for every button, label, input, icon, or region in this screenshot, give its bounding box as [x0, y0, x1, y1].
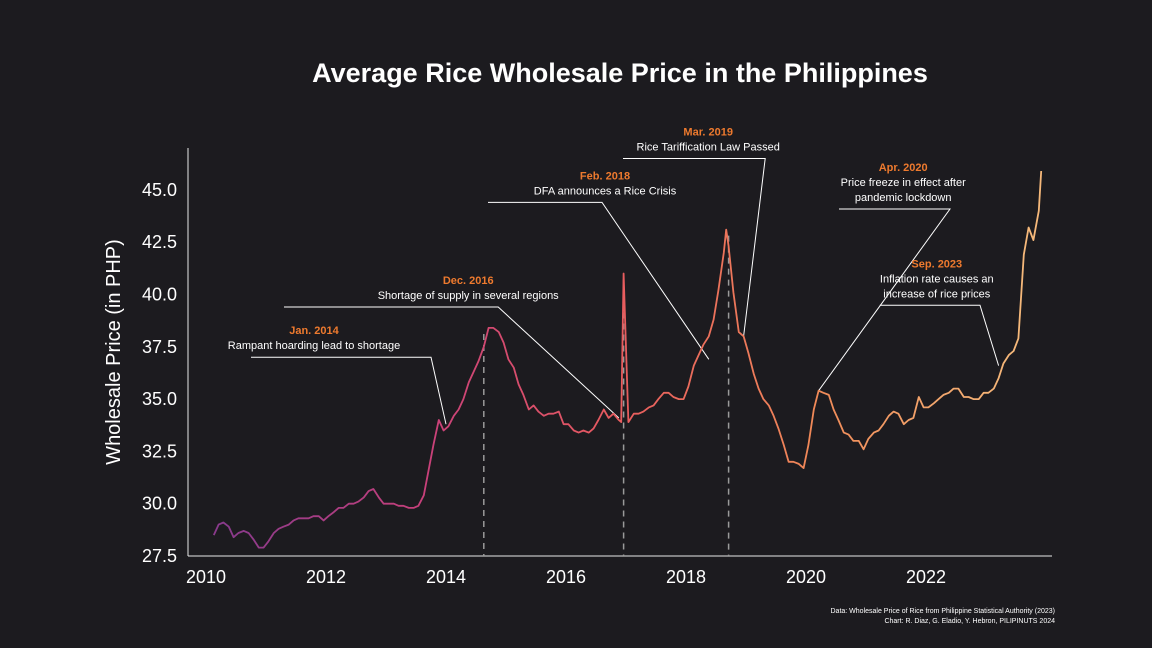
annotation-date: Dec. 2016 — [443, 275, 494, 287]
price-line — [212, 170, 1043, 549]
annotation-leader-line — [818, 208, 951, 392]
chart-author-credit: Chart: R. Diaz, G. Eladio, Y. Hebron, PI… — [884, 618, 1055, 625]
annotation-text: Rampant hoarding lead to shortage — [228, 340, 400, 352]
annotation-leader-line — [488, 201, 710, 360]
data-source-credit: Data: Wholesale Price of Rice from Phili… — [831, 608, 1056, 615]
annotation-leader-line — [251, 356, 447, 425]
x-tick-label: 2020 — [786, 567, 826, 587]
annotation-text: Price freeze in effect after — [841, 177, 966, 189]
x-tick-label: 2018 — [666, 567, 706, 587]
annotation-leader-line — [623, 157, 766, 337]
annotation-text: pandemic lockdown — [855, 192, 952, 204]
annotation-text: Rice Tariffication Law Passed — [637, 141, 780, 153]
y-tick-label: 42.5 — [142, 232, 177, 252]
x-tick-label: 2014 — [426, 567, 466, 587]
chart-title: Average Rice Wholesale Price in the Phil… — [312, 58, 928, 88]
annotation-date: Apr. 2020 — [879, 162, 928, 174]
y-tick-label: 32.5 — [142, 441, 177, 461]
annotation-text: DFA announces a Rice Crisis — [534, 185, 677, 197]
x-tick-label: 2012 — [306, 567, 346, 587]
x-tick-label: 2010 — [186, 567, 226, 587]
y-tick-label: 40.0 — [142, 284, 177, 304]
y-tick-label: 30.0 — [142, 494, 177, 514]
y-axis-label: Wholesale Price (in PHP) — [103, 239, 125, 465]
annotation-leader-line — [284, 306, 620, 419]
y-tick-label: 35.0 — [142, 389, 177, 409]
x-tick-label: 2022 — [906, 567, 946, 587]
x-tick-label: 2016 — [546, 567, 586, 587]
annotation-text: Inflation rate causes an — [880, 273, 994, 285]
annotation-date: Mar. 2019 — [683, 126, 733, 138]
y-tick-label: 45.0 — [142, 180, 177, 200]
annotation-text: Shortage of supply in several regions — [378, 290, 559, 302]
y-tick-label: 37.5 — [142, 337, 177, 357]
annotation-leader-line — [879, 304, 1000, 366]
annotation-text: increase of rice prices — [883, 288, 990, 300]
annotation-date: Feb. 2018 — [580, 170, 630, 182]
annotation-date: Jan. 2014 — [289, 325, 339, 337]
y-tick-label: 27.5 — [142, 546, 177, 566]
annotation-date: Sep. 2023 — [911, 258, 962, 270]
